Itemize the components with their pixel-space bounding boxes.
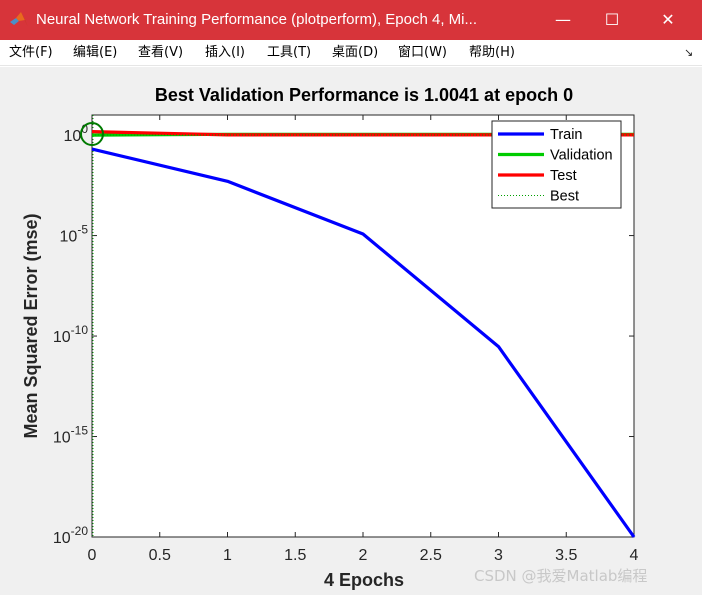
- menu-view[interactable]: 查看(V): [138, 45, 184, 60]
- minimize-button[interactable]: —: [555, 10, 571, 29]
- performance-chart: 0 0.5 1 1.5 2 2.5 3 3.5 4 100 10-5 10-10 10-15 10-20 B…: [21, 85, 639, 590]
- x-tick-label: 0: [88, 547, 97, 564]
- menu-tools[interactable]: 工具(T): [267, 45, 312, 60]
- y-tick-label: 10-10: [53, 323, 88, 346]
- x-tick-label: 3.5: [555, 547, 577, 564]
- legend: Train Validation Test Best: [491, 120, 622, 209]
- x-tick-label: 2.5: [420, 547, 442, 564]
- menu-help[interactable]: 帮助(H): [469, 45, 515, 60]
- watermark: CSDN @我爱Matlab编程: [474, 567, 648, 585]
- dock-arrow-icon[interactable]: ↘: [684, 46, 694, 59]
- y-tick-label: 10-20: [53, 524, 88, 547]
- maximize-button[interactable]: ☐: [604, 10, 620, 29]
- legend-label-validation: Validation: [550, 148, 613, 164]
- x-tick-label: 1: [223, 547, 232, 564]
- window-title: Neural Network Training Performance (plo…: [36, 11, 477, 28]
- y-tick-label: 10-15: [53, 424, 88, 447]
- x-tick-label: 1.5: [284, 547, 306, 564]
- x-tick-label: 2: [359, 547, 368, 564]
- window-titlebar: Neural Network Training Performance (plo…: [0, 0, 702, 40]
- menu-insert[interactable]: 插入(I): [205, 45, 245, 60]
- menu-desktop[interactable]: 桌面(D): [332, 45, 379, 60]
- menu-file[interactable]: 文件(F): [9, 45, 53, 60]
- menu-bar: 文件(F) 编辑(E) 查看(V) 插入(I) 工具(T) 桌面(D) 窗口(W…: [0, 40, 702, 66]
- x-tick-label: 0.5: [149, 547, 171, 564]
- series-line-train: [91, 147, 636, 538]
- legend-label-best: Best: [550, 189, 579, 205]
- x-tick-label: 4: [630, 547, 639, 564]
- chart-title: Best Validation Performance is 1.0041 at…: [155, 85, 573, 105]
- close-button[interactable]: ✕: [661, 10, 675, 29]
- y-tick-label: 100: [64, 122, 89, 145]
- x-tick-label: 3: [494, 547, 503, 564]
- y-axis-label: Mean Squared Error (mse): [21, 213, 41, 438]
- legend-label-train: Train: [550, 127, 583, 143]
- x-axis-label: 4 Epochs: [324, 570, 404, 590]
- menu-edit[interactable]: 编辑(E): [73, 45, 118, 60]
- y-tick-label: 10-5: [60, 223, 89, 246]
- figure-area: 0 0.5 1 1.5 2 2.5 3 3.5 4 100 10-5 10-10 10-15 10-20 B…: [0, 67, 702, 595]
- menu-window[interactable]: 窗口(W): [398, 45, 447, 60]
- legend-label-test: Test: [550, 168, 577, 184]
- matlab-logo-icon: [10, 12, 28, 27]
- best-marker: [80, 122, 104, 147]
